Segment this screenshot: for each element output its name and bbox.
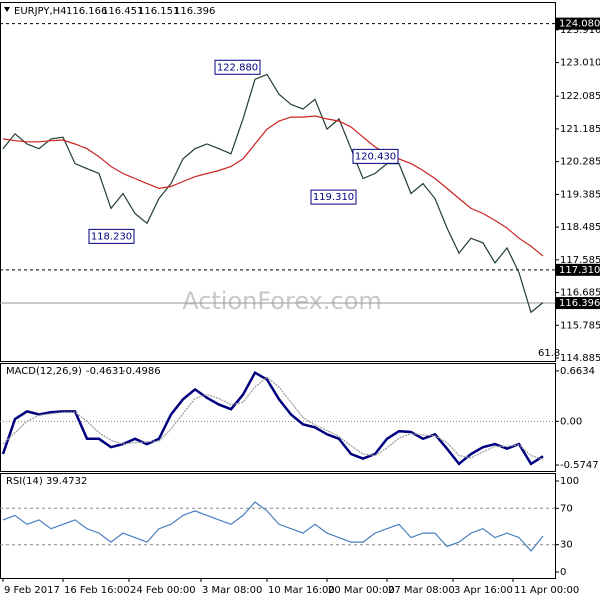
watermark: ActionForex.com (182, 287, 382, 315)
x-tick-label: 16 Feb 16:00 (64, 585, 130, 596)
annotation-box (352, 148, 399, 164)
price-label: 124.080 (559, 19, 600, 30)
macd-panel (0, 363, 556, 472)
panel-title: RSI(14) (6, 476, 43, 487)
y-tick-label: 117.585 (560, 255, 600, 266)
x-tick-label: 27 Mar 08:00 (388, 585, 455, 596)
x-tick-label: 11 Apr 00:00 (514, 585, 579, 596)
rsi-panel (0, 473, 556, 579)
y-tick-label: 0 (560, 567, 566, 578)
annotation-label: 120.430 (355, 151, 396, 162)
y-tick-label: 114.885 (560, 353, 600, 364)
readout: 116.151 (138, 6, 179, 17)
price-label-box (556, 297, 600, 310)
price-label: 116.396 (559, 298, 600, 309)
header-arrow (4, 7, 10, 12)
y-tick-label: 115.785 (560, 320, 600, 331)
y-tick-label: 118.485 (560, 222, 600, 233)
readout: 39.4732 (46, 476, 87, 487)
x-tick-label: 9 Feb 2017 (4, 585, 60, 596)
y-tick-label: -0.5747 (560, 460, 599, 471)
price-label: 117.310 (559, 265, 600, 276)
annotation-box (88, 228, 135, 244)
y-tick-label: 122.085 (560, 91, 600, 102)
y-tick-label: 123.910 (560, 25, 600, 36)
price-label-box (556, 263, 600, 276)
y-tick-label: 121.185 (560, 124, 600, 135)
series-line (2, 115, 544, 257)
series-line (2, 73, 544, 314)
annotation-label: 119.310 (313, 192, 354, 203)
readout: -0.4986 (122, 366, 161, 377)
x-tick-label: 3 Apr 16:00 (454, 585, 513, 596)
panel-title: MACD(12,26,9) (6, 366, 82, 377)
readout: -0.4631 (86, 366, 125, 377)
annotation-box (310, 189, 357, 205)
annotation-box (214, 59, 261, 75)
series-line (1, 370, 544, 466)
annotation-label: 118.230 (91, 231, 132, 242)
y-tick-label: 30 (560, 540, 573, 551)
fib-label: 61.8 (538, 348, 560, 359)
y-tick-label: 100 (560, 476, 579, 487)
y-tick-label: 120.285 (560, 157, 600, 168)
readout: 116.166 (66, 6, 107, 17)
y-tick-label: 70 (560, 503, 573, 514)
annotation-label: 122.880 (217, 62, 258, 73)
series-line (2, 501, 544, 552)
x-tick-label: 24 Feb 00:00 (130, 585, 196, 596)
y-tick-label: 0.6634 (560, 366, 595, 377)
price-label-box (556, 17, 600, 30)
price-panel (0, 2, 556, 362)
x-tick-label: 10 Mar 16:00 (268, 585, 335, 596)
x-tick-label: 3 Mar 08:00 (202, 585, 262, 596)
x-tick-label: 20 Mar 00:00 (328, 585, 395, 596)
series-line (2, 376, 544, 460)
y-tick-label: 0.00 (560, 416, 582, 427)
y-tick-label: 123.010 (560, 58, 600, 69)
readout: 116.451 (102, 6, 143, 17)
panel-title: EURJPY,H4 (14, 6, 67, 17)
readout: 116.396 (174, 6, 215, 17)
y-tick-label: 116.685 (560, 288, 600, 299)
y-tick-label: 119.385 (560, 189, 600, 200)
